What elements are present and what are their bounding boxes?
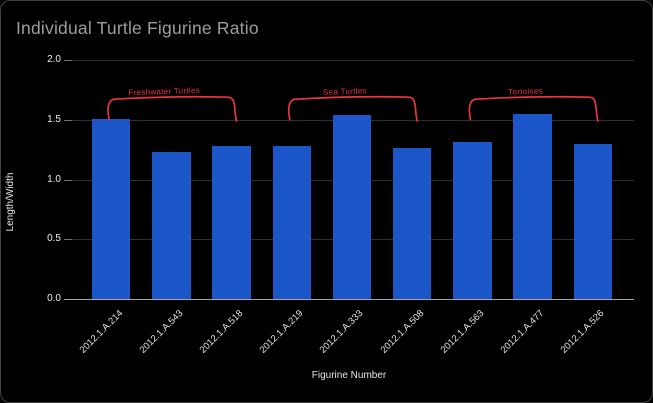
y-tick-label: 0.0 xyxy=(47,293,61,304)
x-tick-label: 2012.1.A.543 xyxy=(137,308,186,356)
chart-title: Individual Turtle Figurine Ratio xyxy=(16,18,259,38)
bar xyxy=(573,143,613,299)
x-tick-label: 2012.1.A.214 xyxy=(77,308,125,356)
bar xyxy=(513,113,552,299)
y-tick-label: 1.5 xyxy=(47,113,61,125)
annotation-label: Tortoises xyxy=(508,86,543,96)
bar xyxy=(91,118,131,299)
group-bracket xyxy=(107,95,238,122)
x-tick-label: 2012.1.A.219 xyxy=(257,308,306,356)
x-tick-label: 2012.1.A.526 xyxy=(558,308,607,356)
x-axis-title: Figurine Number xyxy=(311,370,387,381)
x-tick-label: 2012.1.A.508 xyxy=(378,308,427,356)
y-tick-mark xyxy=(64,239,72,241)
x-tick-label: 2012.1.A.518 xyxy=(197,308,246,356)
bar xyxy=(272,146,312,299)
bar xyxy=(332,114,372,299)
y-tick-mark xyxy=(64,179,72,181)
x-tick-label: 2012.1.A.477 xyxy=(498,308,547,356)
bar xyxy=(212,146,251,299)
annotation-label: Sea Turtles xyxy=(323,86,367,97)
bar xyxy=(453,142,492,299)
x-axis-baseline xyxy=(64,299,634,300)
y-tick-mark xyxy=(64,60,72,61)
x-tick-label: 2012.1.A.563 xyxy=(438,308,487,356)
bar xyxy=(152,152,191,299)
gridline xyxy=(64,60,634,61)
bar xyxy=(392,148,432,299)
y-tick-label: 2.0 xyxy=(47,54,61,65)
y-tick-mark xyxy=(64,119,72,121)
annotation-label: Freshwater Turtles xyxy=(128,86,200,97)
x-tick-label: 2012.1.A.333 xyxy=(318,308,366,356)
y-tick-label: 0.5 xyxy=(47,233,61,245)
y-tick-label: 1.0 xyxy=(47,173,61,185)
y-axis-title: Length/Width xyxy=(5,172,16,232)
